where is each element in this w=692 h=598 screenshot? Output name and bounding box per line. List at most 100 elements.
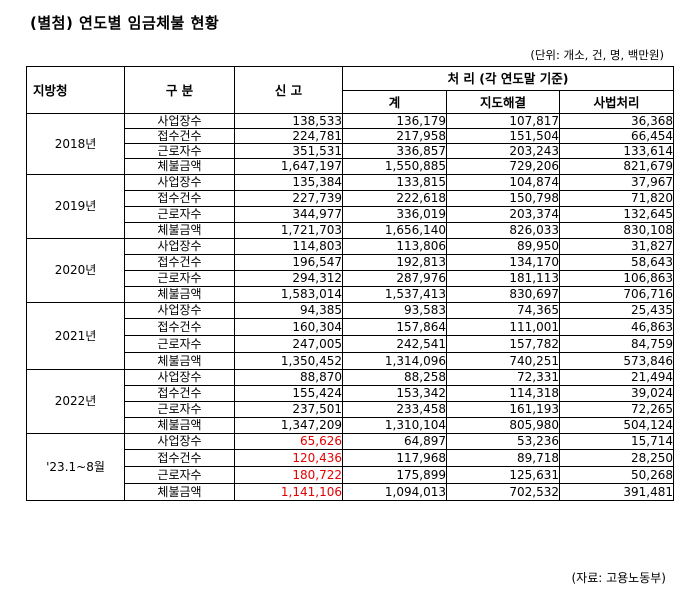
- category-cell: 접수건수: [124, 385, 235, 402]
- table-row: '23.1~8월 사업장수 65,626 64,897 53,236 15,714: [26, 433, 675, 501]
- guidance-cell: 151,504: [446, 128, 560, 144]
- year-cell: 2020년: [26, 238, 125, 303]
- total-cell: 287,976: [342, 270, 447, 287]
- table-row: 체불금액 1,350,452 1,314,096 740,251 573,846: [27, 352, 675, 370]
- category-cell: 체불금액: [124, 352, 235, 370]
- total-cell: 136,179: [342, 113, 447, 129]
- category-cell: 근로자수: [124, 401, 235, 418]
- guidance-cell: 830,697: [446, 286, 560, 303]
- report-cell: 160,304: [234, 318, 343, 336]
- total-cell: 88,258: [342, 369, 447, 386]
- total-cell: 1,310,104: [342, 417, 447, 434]
- guidance-cell: 72,331: [446, 369, 560, 386]
- total-cell: 336,019: [342, 206, 447, 223]
- total-cell: 336,857: [342, 143, 447, 159]
- total-cell: 175,899: [342, 466, 447, 484]
- header-row: 지방청 구 분 신 고 처 리 (각 연도말 기준): [26, 66, 675, 114]
- header-guidance: 지도해결: [446, 90, 560, 114]
- total-cell: 1,314,096: [342, 352, 447, 370]
- total-cell: 217,958: [342, 128, 447, 144]
- total-cell: 93,583: [342, 302, 447, 319]
- category-cell: 접수건수: [124, 128, 235, 144]
- guidance-cell: 53,236: [446, 433, 560, 450]
- judicial-cell: 36,368: [558, 113, 675, 129]
- judicial-cell: 504,124: [558, 417, 675, 434]
- report-cell: 65,626: [234, 433, 343, 450]
- guidance-cell: 114,318: [446, 385, 560, 402]
- guidance-cell: 74,365: [446, 302, 560, 319]
- year-cell: 2019년: [26, 174, 125, 239]
- judicial-cell: 830,108: [558, 222, 675, 239]
- table-row: 근로자수 180,722 175,899 125,631 50,268: [27, 466, 675, 484]
- guidance-cell: 134,170: [446, 254, 560, 271]
- total-cell: 1,094,013: [342, 483, 447, 501]
- judicial-cell: 25,435: [558, 302, 675, 319]
- judicial-cell: 50,268: [558, 466, 675, 484]
- table-row: 근로자수 237,501 233,458 161,193 72,265: [27, 401, 675, 418]
- category-cell: 근로자수: [124, 270, 235, 287]
- header-region: 지방청: [26, 66, 125, 114]
- guidance-cell: 125,631: [446, 466, 560, 484]
- category-cell: 접수건수: [124, 254, 235, 271]
- table-row: 접수건수 227,739 222,618 150,798 71,820: [27, 190, 675, 207]
- category-cell: 접수건수: [124, 449, 235, 467]
- report-cell: 155,424: [234, 385, 343, 402]
- report-cell: 224,781: [234, 128, 343, 144]
- category-cell: 사업장수: [124, 174, 235, 191]
- unit-note: (단위: 개소, 건, 명, 백만원): [530, 48, 664, 62]
- table-row: 접수건수 224,781 217,958 151,504 66,454: [27, 128, 675, 144]
- total-cell: 157,864: [342, 318, 447, 336]
- guidance-cell: 805,980: [446, 417, 560, 434]
- category-cell: 체불금액: [124, 417, 235, 434]
- report-cell: 227,739: [234, 190, 343, 207]
- judicial-cell: 58,643: [558, 254, 675, 271]
- wage-arrears-table: 지방청 구 분 신 고 처 리 (각 연도말 기준) 계 지도해결 사법처리 2…: [26, 66, 675, 501]
- judicial-cell: 132,645: [558, 206, 675, 223]
- judicial-cell: 28,250: [558, 449, 675, 467]
- total-cell: 222,618: [342, 190, 447, 207]
- table-row: 2019년 사업장수 135,384 133,815 104,874 37,967: [26, 174, 675, 239]
- report-cell: 135,384: [234, 174, 343, 191]
- judicial-cell: 37,967: [558, 174, 675, 191]
- subheader-row: 계 지도해결 사법처리: [27, 90, 675, 114]
- category-cell: 체불금액: [124, 483, 235, 501]
- page-title: (별첨) 연도별 임금체불 현황: [30, 14, 220, 32]
- guidance-cell: 161,193: [446, 401, 560, 418]
- table-row: 체불금액 1,347,209 1,310,104 805,980 504,124: [27, 417, 675, 434]
- year-cell: 2022년: [26, 369, 125, 434]
- judicial-cell: 46,863: [558, 318, 675, 336]
- category-cell: 사업장수: [124, 369, 235, 386]
- report-cell: 1,350,452: [234, 352, 343, 370]
- judicial-cell: 66,454: [558, 128, 675, 144]
- report-cell: 120,436: [234, 449, 343, 467]
- category-cell: 근로자수: [124, 466, 235, 484]
- table-row: 2021년 사업장수 94,385 93,583 74,365 25,435: [26, 302, 675, 370]
- judicial-cell: 21,494: [558, 369, 675, 386]
- report-cell: 138,533: [234, 113, 343, 129]
- table-body: 2018년 사업장수 138,533 136,179 107,817 36,368 접수건수…: [26, 113, 675, 501]
- table-row: 근로자수 247,005 242,541 157,782 84,759: [27, 335, 675, 353]
- report-cell: 114,803: [234, 238, 343, 255]
- report-cell: 344,977: [234, 206, 343, 223]
- header-report: 신 고: [234, 66, 343, 114]
- header-total: 계: [342, 90, 447, 114]
- guidance-cell: 104,874: [446, 174, 560, 191]
- guidance-cell: 826,033: [446, 222, 560, 239]
- total-cell: 133,815: [342, 174, 447, 191]
- total-cell: 153,342: [342, 385, 447, 402]
- judicial-cell: 706,716: [558, 286, 675, 303]
- category-cell: 사업장수: [124, 238, 235, 255]
- category-cell: 체불금액: [124, 286, 235, 303]
- table-row: 체불금액 1,141,106 1,094,013 702,532 391,481: [27, 483, 675, 501]
- report-cell: 94,385: [234, 302, 343, 319]
- judicial-cell: 84,759: [558, 335, 675, 353]
- judicial-cell: 821,679: [558, 158, 675, 175]
- total-cell: 192,813: [342, 254, 447, 271]
- total-cell: 113,806: [342, 238, 447, 255]
- guidance-cell: 157,782: [446, 335, 560, 353]
- total-cell: 1,656,140: [342, 222, 447, 239]
- report-cell: 1,347,209: [234, 417, 343, 434]
- year-cell: '23.1~8월: [26, 433, 125, 501]
- report-cell: 88,870: [234, 369, 343, 386]
- header-category: 구 분: [124, 66, 235, 114]
